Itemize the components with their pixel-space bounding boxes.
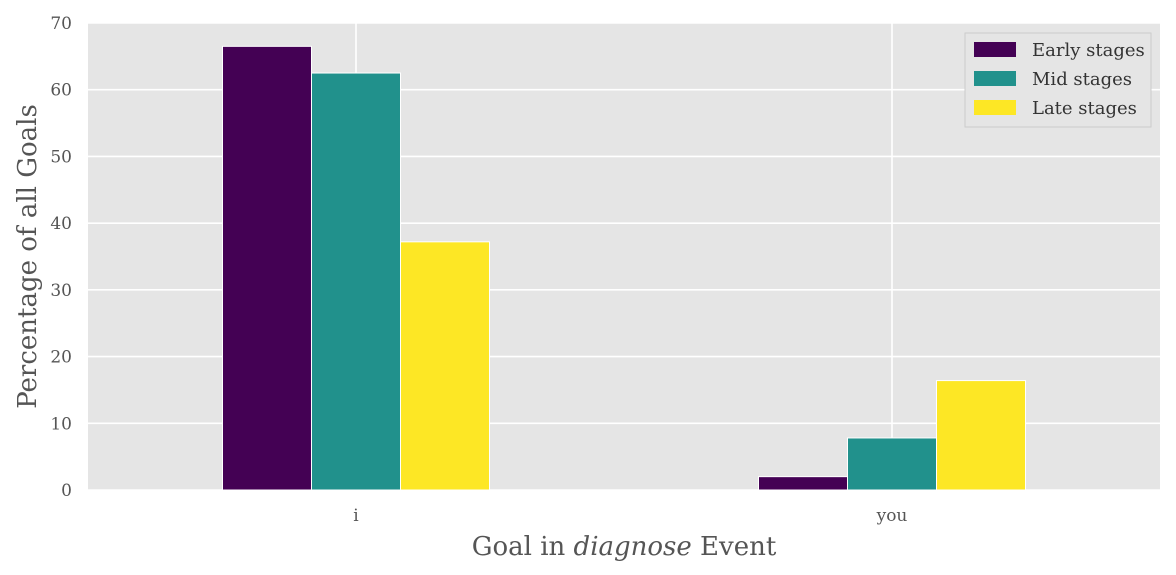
y-tick-label: 30 [50, 281, 72, 301]
y-tick-label: 0 [61, 481, 72, 501]
bar-early-stages-you [758, 476, 848, 491]
y-tick-label: 10 [50, 414, 72, 434]
y-axis-ticks: 0 10 20 30 40 50 60 70 [50, 14, 72, 501]
bar-mid-stages-i [311, 72, 401, 491]
legend-swatch [974, 100, 1016, 115]
bar-early-stages-i [222, 45, 312, 491]
bars [222, 45, 1026, 491]
y-axis-title: Percentage of all Goals [13, 104, 43, 409]
y-tick-label: 40 [50, 214, 72, 234]
legend-label: Mid stages [1032, 69, 1132, 90]
x-axis-ticks: i you [353, 506, 907, 526]
legend-swatch [974, 71, 1016, 86]
x-tick-label: i [353, 506, 359, 526]
y-tick-label: 50 [50, 147, 72, 167]
x-axis-title-prefix: Goal in [472, 532, 574, 562]
legend-label: Early stages [1032, 40, 1145, 61]
legend-swatch [974, 42, 1016, 57]
y-tick-label: 60 [50, 81, 72, 101]
legend-items: Early stages Mid stages Late stages [974, 40, 1145, 119]
bar-late-stages-you [936, 380, 1026, 491]
x-axis-title-emphasis: diagnose [574, 532, 692, 562]
x-tick-label: you [876, 506, 908, 526]
x-axis-title-suffix: Event [692, 532, 777, 562]
bar-late-stages-i [400, 241, 490, 491]
y-tick-label: 20 [50, 348, 72, 368]
bar-mid-stages-you [847, 437, 937, 491]
legend-label: Late stages [1032, 98, 1137, 119]
legend: Early stages Mid stages Late stages [964, 32, 1152, 128]
y-tick-label: 70 [50, 14, 72, 34]
x-axis-title: Goal in diagnose Event [472, 532, 777, 562]
